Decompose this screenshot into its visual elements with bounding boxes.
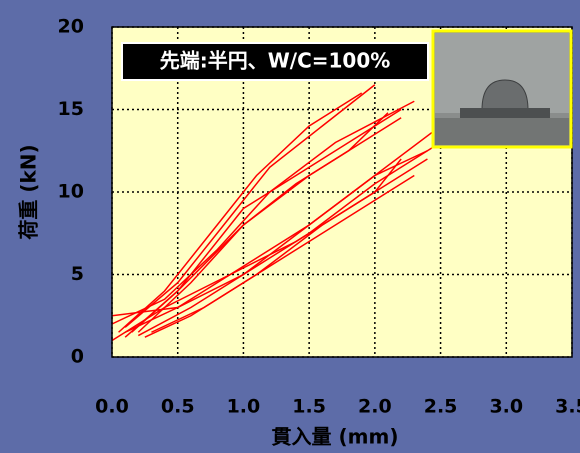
page: {"chart_data": {"type": "line", "title":… (0, 0, 580, 453)
y-tick-label: 20 (58, 16, 84, 38)
chart: 先端:半円、W/C=100% 貫入量 (mm) 荷重 (kN) 0 5 10 15 20… (0, 0, 580, 453)
y-tick-label: 15 (58, 98, 84, 120)
chart-title: 先端:半円、W/C=100% (160, 49, 391, 73)
photo-base (435, 118, 569, 145)
y-axis-label: 荷重 (kN) (17, 144, 41, 239)
photo-plate (460, 108, 550, 118)
x-tick-label: 1.5 (292, 396, 326, 418)
x-tick-label: 2.0 (358, 396, 392, 418)
x-tick-label: 1.0 (227, 396, 261, 418)
x-tick-label: 0.5 (161, 396, 195, 418)
y-tick-label: 0 (71, 346, 84, 368)
x-tick-label: 3.5 (555, 396, 580, 418)
x-tick-label: 3.0 (489, 396, 523, 418)
x-axis-label: 貫入量 (mm) (272, 425, 399, 449)
y-tick-label: 10 (58, 181, 84, 203)
y-tick-label: 5 (71, 263, 84, 285)
x-tick-label: 0.0 (95, 396, 129, 418)
x-tick-label: 2.5 (424, 396, 458, 418)
photo-inset (433, 31, 571, 147)
